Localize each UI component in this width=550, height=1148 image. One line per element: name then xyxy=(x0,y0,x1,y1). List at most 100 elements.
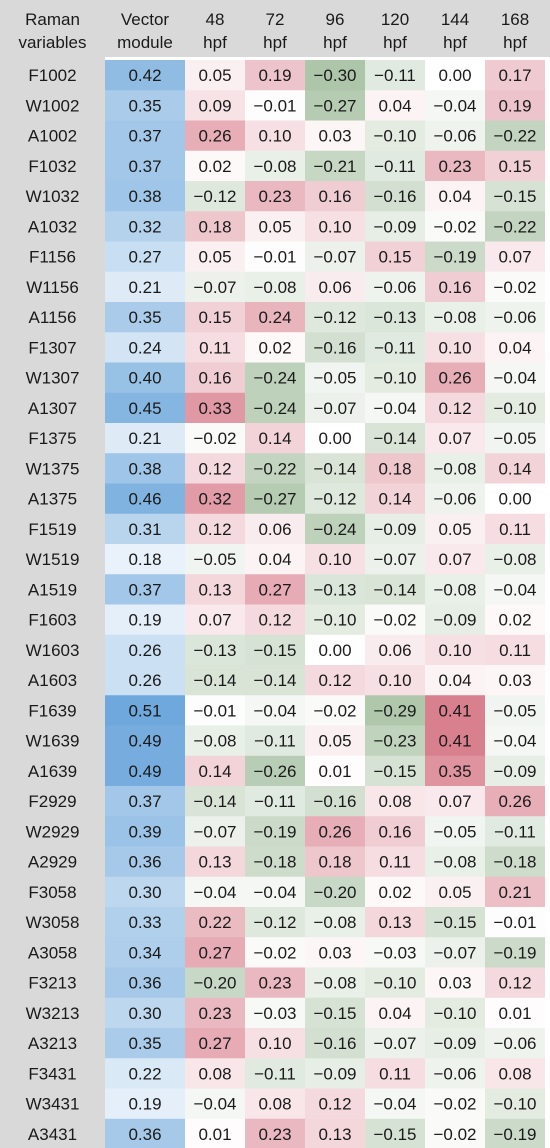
heatmap-cell xyxy=(485,1088,545,1120)
heatmap-cell-value: 0.16 xyxy=(438,278,471,297)
heatmap-cell xyxy=(485,332,545,363)
heatmap-cell xyxy=(185,150,245,182)
heatmap-cell xyxy=(365,967,425,999)
heatmap-cell-value: 0.04 xyxy=(378,96,411,115)
heatmap-cell-value: −0.21 xyxy=(313,157,356,176)
heatmap-cell-value: 0.00 xyxy=(438,66,471,85)
heatmap-cell-value: −0.04 xyxy=(253,701,296,720)
heatmap-cell xyxy=(305,211,365,242)
heatmap-cell xyxy=(245,362,305,394)
column-header-line1: 48 xyxy=(206,10,225,29)
heatmap-cell xyxy=(365,483,425,515)
heatmap-cell-value: 0.18 xyxy=(198,217,231,236)
heatmap-cell xyxy=(365,846,425,878)
row-label: F1375 xyxy=(28,429,76,448)
heatmap-cell-value: 0.23 xyxy=(258,187,291,206)
heatmap-cell-value: −0.06 xyxy=(493,308,536,327)
heatmap-cell xyxy=(245,392,305,424)
heatmap-cell xyxy=(365,725,425,757)
heatmap-cell xyxy=(245,604,305,636)
vector-module-cell xyxy=(105,544,185,575)
heatmap-cell xyxy=(305,150,365,182)
heatmap-cell-value: −0.18 xyxy=(253,853,296,872)
vector-module-value: 0.36 xyxy=(128,974,161,993)
column-header-line1: 168 xyxy=(501,10,529,29)
heatmap-cell xyxy=(425,271,485,303)
heatmap-cell xyxy=(425,453,485,484)
heatmap-cell xyxy=(245,1088,305,1120)
heatmap-cell-value: 0.23 xyxy=(258,974,291,993)
header-background xyxy=(0,0,550,57)
heatmap-cell-value: −0.29 xyxy=(373,701,416,720)
heatmap-cell-value: −0.16 xyxy=(313,1034,356,1053)
heatmap-cell-value: −0.11 xyxy=(374,66,416,85)
heatmap-cell-value: 0.10 xyxy=(258,127,291,146)
heatmap-cell xyxy=(485,907,545,938)
heatmap-cell-value: −0.13 xyxy=(313,580,356,599)
vector-module-value: 0.42 xyxy=(128,66,161,85)
heatmap-cell-value: −0.19 xyxy=(493,1125,536,1144)
heatmap-cell xyxy=(425,90,485,121)
heatmap-cell-value: 0.07 xyxy=(438,550,471,569)
heatmap-cell-value: 0.26 xyxy=(498,792,531,811)
heatmap-cell-value: −0.11 xyxy=(254,732,296,751)
heatmap-cell xyxy=(365,574,425,605)
heatmap-cell xyxy=(305,362,365,394)
heatmap-cell xyxy=(485,120,545,152)
heatmap-cell xyxy=(425,665,485,696)
heatmap-cell-value: 0.03 xyxy=(498,671,531,690)
heatmap-cell xyxy=(245,483,305,515)
heatmap-cell xyxy=(425,1088,485,1120)
heatmap-cell-value: −0.09 xyxy=(433,611,476,630)
heatmap-cell xyxy=(245,725,305,757)
heatmap-cell-value: 0.08 xyxy=(258,1095,291,1114)
heatmap-cell xyxy=(485,362,545,394)
heatmap-cell-value: −0.10 xyxy=(373,974,416,993)
heatmap-cell xyxy=(365,1058,425,1089)
heatmap-cell-value: −0.04 xyxy=(253,883,296,902)
heatmap-cell xyxy=(365,937,425,968)
vector-module-value: 0.27 xyxy=(128,248,161,267)
vector-module-cell xyxy=(105,362,185,394)
heatmap-cell-value: 0.18 xyxy=(318,853,351,872)
row-label: F1307 xyxy=(28,338,76,357)
row-label: W1375 xyxy=(26,459,80,478)
heatmap-cell-value: −0.08 xyxy=(253,278,296,297)
heatmap-cell xyxy=(365,755,425,787)
heatmap-cell-value: 0.14 xyxy=(198,762,231,781)
heatmap-cell-value: −0.04 xyxy=(493,369,536,388)
heatmap-cell xyxy=(425,907,485,938)
heatmap-cell-value: −0.08 xyxy=(433,853,476,872)
heatmap-cell xyxy=(425,181,485,212)
heatmap-cell xyxy=(425,816,485,847)
heatmap-cell-value: −0.14 xyxy=(373,580,416,599)
vector-module-cell xyxy=(105,241,185,273)
heatmap-cell xyxy=(245,846,305,878)
vector-module-cell xyxy=(105,60,185,91)
row-label: F3058 xyxy=(28,883,76,902)
heatmap-cell-value: −0.14 xyxy=(193,671,236,690)
row-label: F1603 xyxy=(28,611,76,630)
heatmap-cell-value: 0.01 xyxy=(498,1004,531,1023)
row-label: F1002 xyxy=(28,66,76,85)
heatmap-cell-value: 0.13 xyxy=(318,1125,351,1144)
heatmap-cell-value: −0.08 xyxy=(433,308,476,327)
heatmap-cell-value: −0.08 xyxy=(193,732,236,751)
heatmap-cell-value: −0.27 xyxy=(313,96,356,115)
row-label: A3213 xyxy=(28,1034,77,1053)
heatmap-cell xyxy=(245,423,305,454)
heatmap-cell-value: 0.23 xyxy=(198,1004,231,1023)
heatmap-cell xyxy=(365,513,425,545)
heatmap-cell-value: −0.16 xyxy=(313,338,356,357)
heatmap-cell-value: −0.07 xyxy=(373,1034,416,1053)
heatmap-cell-value: −0.02 xyxy=(433,1095,476,1114)
heatmap-cell-value: −0.24 xyxy=(253,369,296,388)
heatmap-cell xyxy=(245,937,305,968)
heatmap-cell xyxy=(305,665,365,696)
heatmap-cell-value: 0.12 xyxy=(498,974,531,993)
row-label: W3431 xyxy=(26,1095,80,1114)
heatmap-cell-value: −0.09 xyxy=(433,1034,476,1053)
heatmap-cell-value: 0.33 xyxy=(198,399,231,418)
heatmap-cell-value: −0.14 xyxy=(373,429,416,448)
heatmap-cell-value: 0.08 xyxy=(498,1064,531,1083)
